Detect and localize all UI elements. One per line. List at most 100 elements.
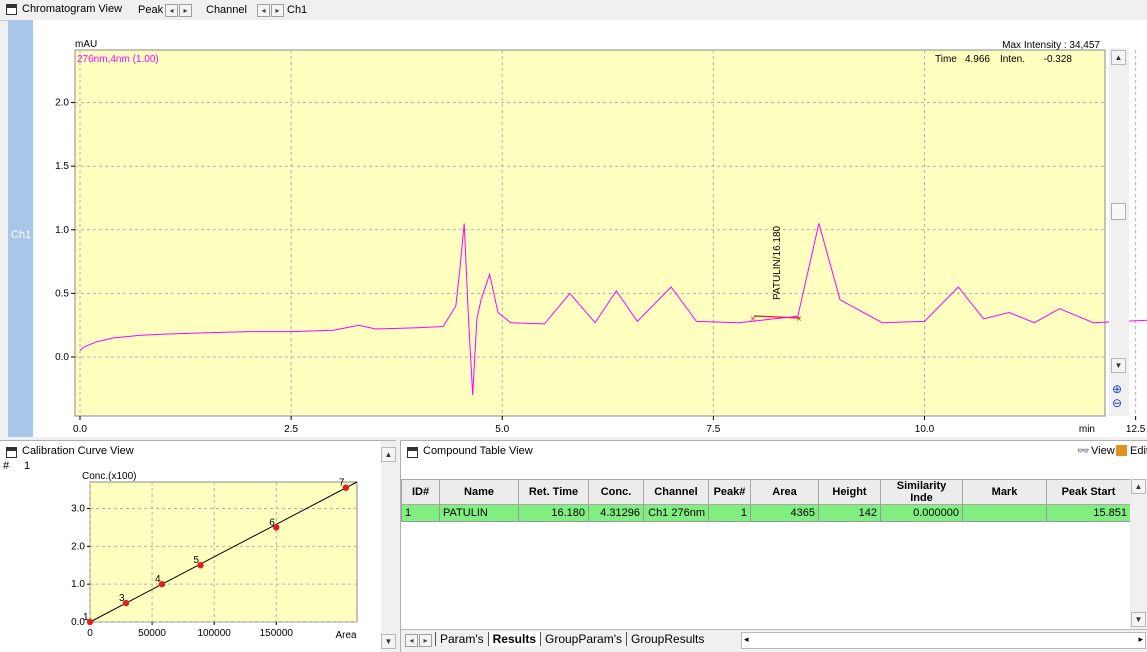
tab-results[interactable]: Results [487, 632, 540, 646]
calibration-point-label: 1 [83, 612, 89, 623]
calibration-chart[interactable]: 0.0 1.0 2.0 3.0 0 50000 100000 150000 1 3 4 5 6 7 Co… [0, 440, 380, 651]
table-cell[interactable]: 4.31296 [588, 504, 644, 522]
calibration-point-label: 4 [155, 574, 161, 585]
calibration-window-icon[interactable] [6, 447, 17, 458]
table-hscroll[interactable]: ◂ ▸ [741, 632, 1146, 649]
empty-table-row [401, 618, 1130, 629]
compound-scroll-up[interactable]: ▲ [1131, 479, 1146, 494]
time-readout-label: Time [935, 54, 957, 65]
calibration-hash: # [3, 460, 10, 472]
tab-groupresults[interactable]: GroupResults [626, 632, 709, 646]
calib-y-tick-label: 2.0 [71, 541, 85, 552]
calib-x-tick-label: 50000 [138, 628, 166, 639]
tab-params[interactable]: Param's [435, 632, 488, 646]
calibration-scroll-up[interactable]: ▲ [381, 447, 396, 462]
calibration-y-label: Conc.(x100) [82, 471, 136, 482]
x-tick-label: 7.5 [706, 424, 720, 435]
empty-table-row [401, 538, 1130, 554]
x-tick-label: 2.5 [284, 424, 298, 435]
empty-table-row [401, 521, 1130, 538]
peak-prev-button[interactable]: ◂ [165, 4, 178, 17]
compound-table-header: ID# Name Ret. Time Conc. Channel Peak# Area Hei… [401, 479, 1130, 505]
table-cell[interactable]: 1 [708, 504, 751, 522]
channel-prev-button[interactable]: ◂ [257, 4, 270, 17]
calibration-point-label: 3 [119, 593, 125, 604]
table-column-header[interactable]: Ret. Time [518, 479, 589, 505]
view-icon: 👓 [1077, 446, 1090, 457]
table-column-header[interactable]: Name [439, 479, 519, 505]
compound-window-icon[interactable] [407, 447, 418, 458]
hscroll-right-button[interactable]: ▸ [1138, 634, 1143, 644]
compound-table-wrap: ID# Name Ret. Time Conc. Channel Peak# Area Hei… [401, 479, 1130, 629]
y-tick-label: 0.0 [55, 352, 69, 363]
compound-scroll-down[interactable]: ▼ [1131, 612, 1146, 627]
view-button[interactable]: View [1091, 445, 1115, 457]
chromatogram-vscroll[interactable]: ▲ ▼ ⊕ ⊖ [1109, 48, 1129, 416]
peak-label: Peak [138, 4, 164, 16]
table-row[interactable]: 1 PATULIN 16.180 4.31296 Ch1 276nm 1 4365 142 0.… [401, 504, 1130, 522]
calib-x-tick-label: 0 [87, 628, 93, 639]
table-cell[interactable] [962, 504, 1047, 522]
channel-label: Channel [206, 4, 247, 16]
calibration-scroll-down[interactable]: ▼ [381, 634, 396, 649]
table-column-header[interactable]: Conc. [588, 479, 644, 505]
compound-table-title: Compound Table View [423, 445, 533, 457]
time-readout-value: 4.966 [965, 54, 990, 65]
table-cell[interactable]: 1 [401, 504, 440, 522]
chromatogram-trace [79, 223, 1147, 396]
zoom-out-icon[interactable]: ⊖ [1112, 396, 1123, 410]
chromatogram-chart[interactable]: 0.00.51.01.52.0 0.02.55.07.510.012.515.0… [0, 0, 1147, 440]
intensity-readout-label: Inten. [1000, 54, 1025, 65]
tab-row: Param's Results GroupParam's GroupResults [435, 632, 709, 646]
x-tick-label: 10.0 [915, 424, 935, 435]
table-column-header[interactable]: Similarity Inde [880, 479, 963, 505]
calibration-point [158, 580, 166, 588]
table-column-header[interactable]: Peak Start [1046, 479, 1130, 505]
calib-y-tick-label: 0.0 [71, 617, 85, 628]
compound-table-vscroll[interactable]: ▲ ▼ [1130, 479, 1147, 629]
window-icon[interactable] [6, 4, 17, 15]
calibration-point-label: 6 [269, 517, 275, 528]
chromatogram-toolbar: Chromatogram View Peak ◂ ▸ Channel ◂ ▸ C… [0, 0, 1147, 21]
channel-next-button[interactable]: ▸ [271, 4, 284, 17]
table-cell[interactable]: Ch1 276nm [643, 504, 709, 522]
calibration-point [342, 484, 350, 491]
trace-legend: 276nm,4nm (1.00) [77, 54, 159, 65]
table-column-header[interactable]: ID# [401, 479, 440, 505]
calib-x-tick-label: 100000 [197, 628, 231, 639]
tab-next-button[interactable]: ▸ [419, 634, 432, 647]
tab-groupparams[interactable]: GroupParam's [540, 632, 626, 646]
table-cell[interactable]: 16.180 [518, 504, 589, 522]
tab-prev-button[interactable]: ◂ [405, 634, 418, 647]
table-cell[interactable]: PATULIN [439, 504, 519, 522]
empty-table-row [401, 586, 1130, 602]
table-column-header[interactable]: Peak# [708, 479, 751, 505]
table-column-header[interactable]: Height [818, 479, 881, 505]
y-tick-label: 0.5 [55, 288, 69, 299]
compound-tab-strip: ◂ ▸ Param's Results GroupParam's GroupResul… [401, 629, 1147, 652]
y-tick-label: 1.5 [55, 161, 69, 172]
x-tick-label: 5.0 [495, 424, 509, 435]
calibration-point [86, 618, 94, 626]
calibration-vscroll[interactable]: ▲ ▼ [381, 441, 396, 652]
table-cell[interactable]: 142 [818, 504, 881, 522]
table-column-header[interactable]: Mark [962, 479, 1047, 505]
table-cell[interactable]: 0.000000 [880, 504, 963, 522]
compound-table: ID# Name Ret. Time Conc. Channel Peak# Area Hei… [401, 479, 1130, 629]
scroll-down-button[interactable]: ▼ [1111, 358, 1126, 373]
table-cell[interactable]: 4365 [750, 504, 819, 522]
edit-button[interactable]: Edit [1130, 445, 1147, 457]
table-cell[interactable]: 15.851 [1046, 504, 1130, 522]
channel-side-tab[interactable]: Ch1 [8, 20, 33, 437]
hscroll-left-button[interactable]: ◂ [744, 634, 749, 644]
svg-text:×: × [796, 314, 802, 325]
scroll-thumb[interactable] [1111, 203, 1126, 220]
calib-x-tick-label: 150000 [260, 628, 294, 639]
table-column-header[interactable]: Channel [643, 479, 709, 505]
table-column-header[interactable]: Area [750, 479, 819, 505]
empty-table-row [401, 602, 1130, 618]
svg-text:×: × [750, 314, 756, 325]
zoom-in-icon[interactable]: ⊕ [1112, 382, 1123, 396]
scroll-up-button[interactable]: ▲ [1111, 50, 1126, 65]
peak-next-button[interactable]: ▸ [179, 4, 192, 17]
